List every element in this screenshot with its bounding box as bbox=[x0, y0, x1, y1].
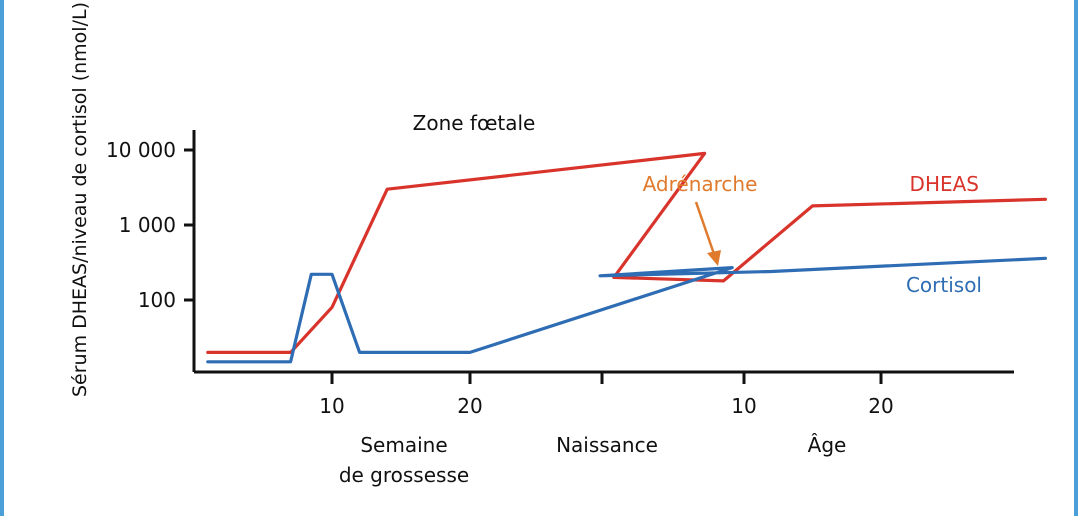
x-ticks: 10 20 10 20 bbox=[319, 372, 894, 418]
y-ticks: 10 000 1 000 100 bbox=[106, 138, 194, 312]
dheas-cortisol-chart: 10 000 1 000 100 10 20 10 20 Semaine de grosse… bbox=[69, 2, 1048, 487]
segment-label: de grossesse bbox=[339, 463, 469, 487]
adrenarche-arrow-head bbox=[707, 250, 721, 266]
x-tick-label: 20 bbox=[457, 394, 482, 418]
y-tick-label: 100 bbox=[138, 288, 176, 312]
y-axis-label: Sérum DHEAS/niveau de cortisol (nmol/L) bbox=[69, 2, 91, 397]
segment-label: Semaine bbox=[360, 433, 447, 457]
dheas-series-label: DHEAS bbox=[910, 172, 979, 196]
segment-label: Âge bbox=[808, 433, 847, 457]
x-tick-label: 10 bbox=[731, 394, 756, 418]
zone-foetale-annotation: Zone fœtale bbox=[413, 111, 536, 135]
cortisol-series-label: Cortisol bbox=[906, 273, 982, 297]
y-tick-label: 10 000 bbox=[106, 138, 176, 162]
adrenarche-annotation: Adrénarche bbox=[643, 172, 758, 196]
segment-labels: Semaine de grossesse Naissance Âge bbox=[339, 433, 847, 487]
x-tick-label: 20 bbox=[868, 394, 893, 418]
segment-label: Naissance bbox=[556, 433, 658, 457]
y-tick-label: 1 000 bbox=[119, 213, 176, 237]
adrenarche-arrow-shaft bbox=[694, 201, 716, 255]
dheas-line bbox=[206, 151, 1048, 354]
cortisol-line bbox=[206, 256, 1048, 364]
series-lines bbox=[206, 151, 1048, 364]
x-tick-label: 10 bbox=[319, 394, 344, 418]
